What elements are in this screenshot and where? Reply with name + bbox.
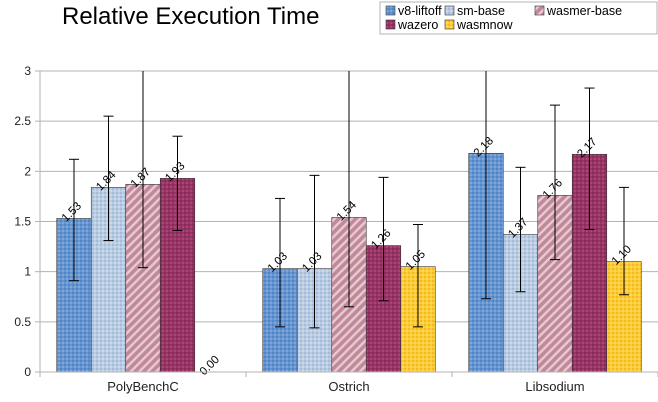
y-tick-label: 2 — [24, 164, 31, 178]
y-tick-label: 1 — [24, 265, 31, 279]
legend-label: wasmer-base — [546, 4, 622, 18]
y-tick-label: 0.5 — [14, 315, 31, 329]
x-category-label: Libsodium — [525, 379, 584, 394]
y-tick-label: 1.5 — [14, 215, 31, 229]
legend-swatch — [385, 19, 396, 30]
legend-label: v8-liftoff — [398, 4, 442, 18]
legend-label: wazero — [397, 18, 438, 32]
x-category-label: Ostrich — [328, 379, 369, 394]
legend: v8-liftoff sm-base wasmer-base wazero wasmno… — [379, 1, 658, 35]
legend-swatch — [534, 5, 545, 16]
legend-label: sm-base — [457, 4, 505, 18]
legend-swatch — [444, 19, 455, 30]
legend-box — [379, 1, 658, 35]
y-tick-label: 2.5 — [14, 114, 31, 128]
chart-title: Relative Execution Time — [62, 3, 319, 30]
x-axis: PolyBenchC Ostrich Libsodium — [39, 371, 658, 394]
y-axis: 0 0.5 1 1.5 2 2.5 3 — [14, 64, 41, 379]
error-bars — [69, 71, 629, 329]
data-label: 0.00 — [198, 354, 222, 378]
y-tick-label: 3 — [24, 64, 31, 78]
legend-swatch — [385, 5, 396, 16]
legend-swatch — [444, 5, 455, 16]
y-tick-label: 0 — [24, 365, 31, 379]
legend-label: wasmnow — [456, 18, 514, 32]
x-category-label: PolyBenchC — [107, 379, 179, 394]
